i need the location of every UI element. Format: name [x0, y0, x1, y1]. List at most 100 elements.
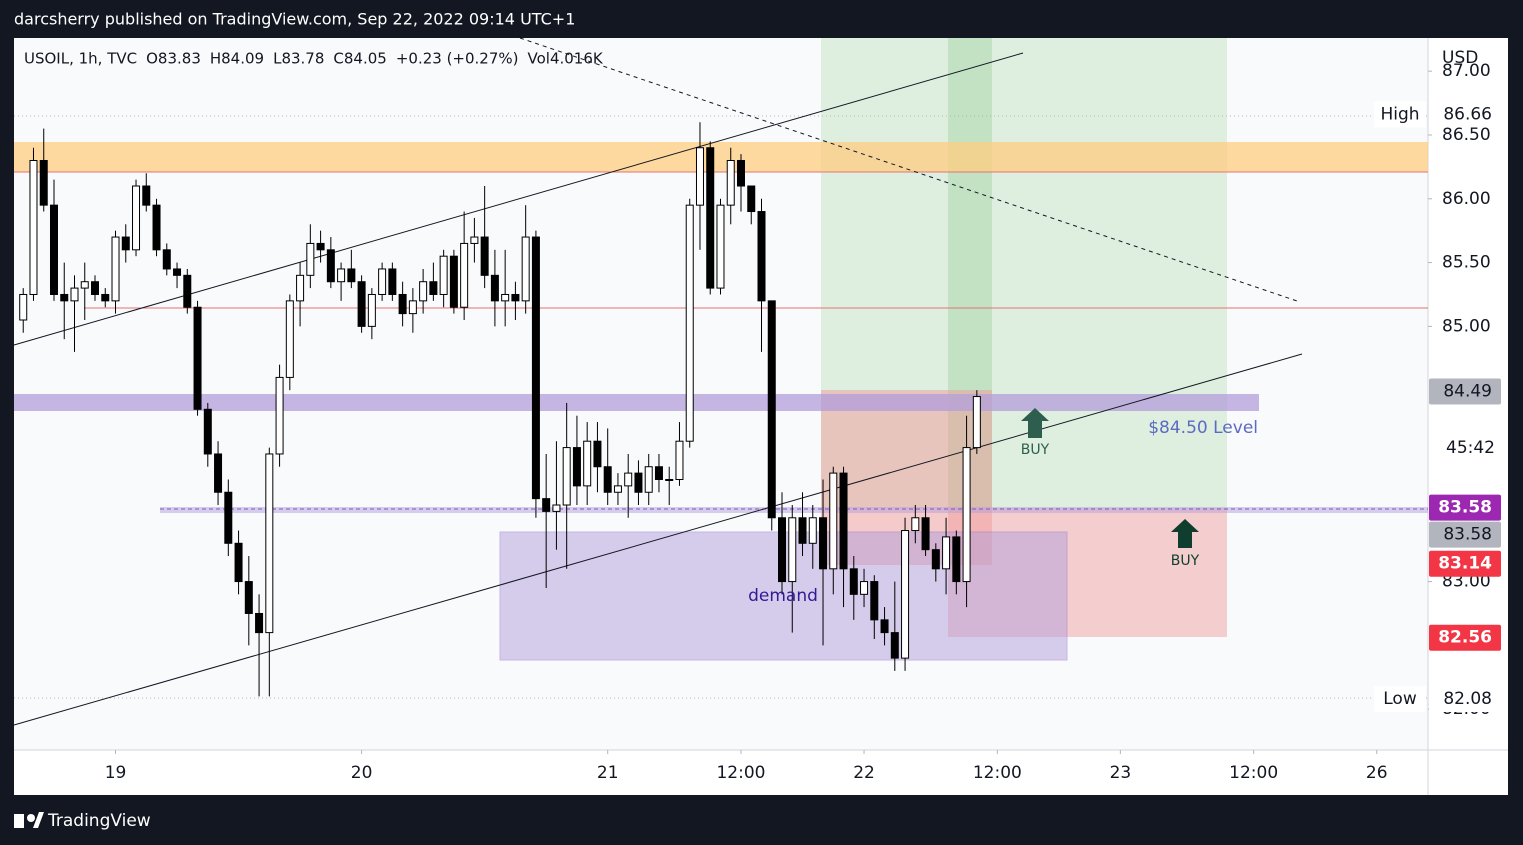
candle-body: [542, 498, 551, 512]
candle-body: [449, 255, 458, 308]
candle-body: [501, 293, 510, 302]
price-label-bg: [1429, 521, 1501, 548]
support-band: [160, 507, 1428, 513]
x-tick-label: 21: [597, 763, 619, 783]
candle-body: [531, 236, 540, 500]
price-tag-bg: [1374, 685, 1426, 712]
candle-body: [316, 242, 325, 251]
candle-body: [849, 568, 858, 595]
legend-item: O83.83: [146, 50, 201, 68]
candle-body: [296, 274, 305, 302]
legend: USOIL, 1h, TVC O83.83 H84.09 L83.78 C84.05 +0…: [24, 50, 604, 68]
candle-body: [162, 249, 171, 270]
price-tag: Low: [1383, 689, 1417, 709]
candle-body: [583, 440, 592, 487]
price-label-bg: [1429, 378, 1501, 405]
candle-body: [480, 236, 489, 276]
candle-body: [685, 204, 694, 442]
candle-body: [890, 632, 899, 659]
candle-body: [429, 281, 438, 295]
trendline: [13, 353, 1303, 726]
footer: TradingView: [47, 811, 151, 831]
candle-body: [757, 211, 766, 302]
candle-body: [70, 287, 79, 302]
candle-body: [439, 255, 448, 295]
candle-body: [121, 236, 130, 251]
x-tick-label: 12:00: [973, 763, 1022, 783]
price-label: 86.66: [1443, 105, 1492, 125]
candle-body: [552, 504, 561, 512]
candle-body: [921, 517, 930, 551]
x-tick-label: 26: [1366, 763, 1388, 783]
candle-body: [19, 293, 28, 321]
candle-body: [521, 236, 530, 302]
candle-body: [80, 281, 89, 289]
candle-body: [654, 466, 663, 480]
candle-body: [91, 281, 100, 295]
legend-item: Vol4.016K: [528, 50, 604, 68]
candle-body: [285, 300, 294, 378]
price-label: 84.49: [1443, 381, 1492, 401]
price-label: 82.56: [1438, 628, 1492, 648]
demand-label: demand: [748, 586, 818, 606]
candle-body: [665, 478, 674, 481]
candle-body: [726, 159, 735, 206]
level-label: $84.50 Level: [1148, 418, 1258, 438]
x-tick-label: 23: [1110, 763, 1132, 783]
price-label: 82.08: [1443, 689, 1492, 709]
price-label: 83.58: [1438, 498, 1492, 518]
candle-body: [101, 293, 110, 302]
currency: USD: [1442, 48, 1478, 68]
candle-body: [778, 517, 787, 583]
candle-body: [624, 472, 633, 487]
candle-body: [716, 204, 725, 289]
price-label-bg: [1429, 494, 1501, 521]
candle-body: [214, 453, 223, 493]
candle-body: [829, 472, 838, 570]
candle-body: [265, 453, 274, 634]
candle-body: [808, 517, 817, 544]
y-tick-label: 85.50: [1442, 253, 1491, 273]
candle-body: [706, 147, 715, 289]
candle-body: [572, 447, 581, 487]
candle-body: [931, 549, 940, 570]
candle-body: [60, 293, 69, 302]
candle-body: [255, 612, 264, 634]
candle-body: [788, 517, 797, 583]
legend-item: L83.78: [273, 50, 324, 68]
candle-body: [398, 293, 407, 315]
candle-body: [870, 581, 879, 621]
candle-body: [962, 447, 971, 583]
legend-item: +0.23 (+0.27%): [396, 50, 519, 68]
candle-body: [470, 236, 479, 244]
candle-body: [193, 306, 202, 410]
y-tick-label: 86.50: [1442, 125, 1491, 145]
candle-body: [880, 619, 889, 634]
candle-body: [183, 274, 192, 308]
resistance-zone: [14, 142, 1428, 172]
candle-body: [306, 242, 315, 276]
candle-body: [39, 159, 48, 206]
candle-body: [152, 204, 161, 251]
candle-body: [562, 447, 571, 506]
candles: [19, 122, 981, 697]
price-label-bg: [1429, 685, 1501, 712]
candle-body: [860, 581, 869, 595]
candle-body: [644, 466, 653, 493]
price-label-bg: [1429, 550, 1501, 577]
candle-body: [111, 236, 120, 302]
candle-body: [419, 281, 428, 302]
axes: 19202112:002212:002312:002682.0083.0085.…: [105, 61, 1501, 783]
level-zone: [14, 394, 1259, 411]
candle-body: [613, 485, 622, 493]
price-tag-bg: [1374, 101, 1426, 128]
candle-body: [593, 440, 602, 468]
candle-body: [378, 268, 387, 295]
price-label-bg: [1429, 624, 1501, 651]
candle-body: [634, 472, 643, 493]
candle-body: [511, 293, 520, 302]
x-tick-label: 20: [351, 763, 373, 783]
candle-body: [767, 300, 776, 519]
